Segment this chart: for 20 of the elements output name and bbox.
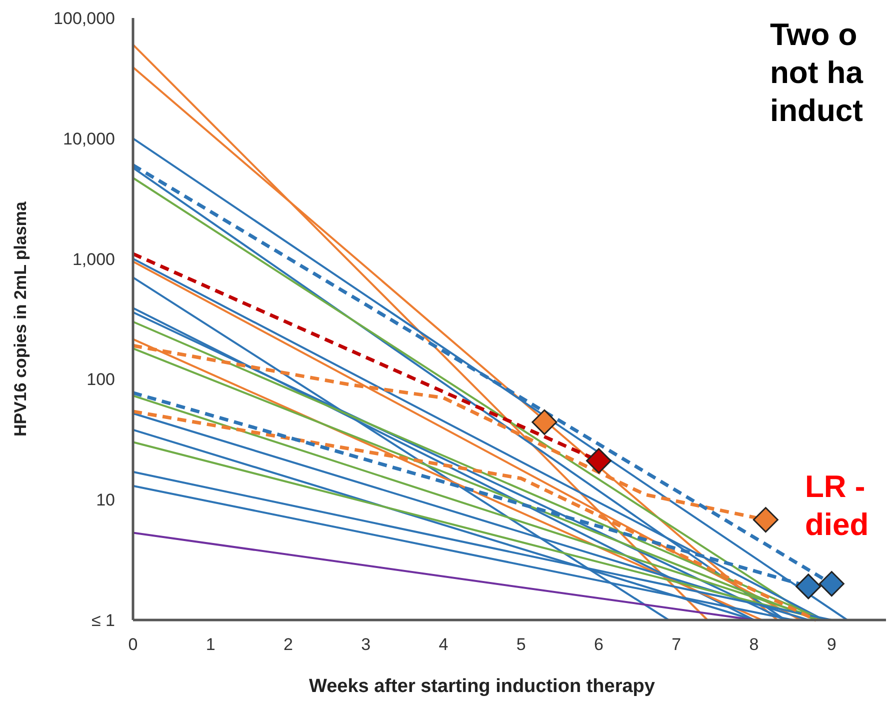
- x-tick-label: 0: [128, 635, 138, 654]
- y-tick-label: 10,000: [63, 129, 115, 148]
- annotation: Two o not ha induct: [770, 17, 864, 128]
- x-tick-label: 8: [749, 635, 759, 654]
- x-tick-label: 6: [594, 635, 604, 654]
- x-tick-label: 2: [284, 635, 293, 654]
- x-tick-label: 1: [206, 635, 216, 654]
- x-axis-title: Weeks after starting induction therapy: [309, 676, 656, 697]
- y-tick-label: ≤ 1: [91, 611, 115, 630]
- x-tick-label: 5: [516, 635, 526, 654]
- x-tick-label: 4: [438, 635, 448, 654]
- y-tick-label: 1,000: [72, 250, 115, 269]
- annotation: LR - died: [805, 469, 869, 542]
- y-tick-label: 10: [96, 490, 115, 510]
- y-tick-label: 100,000: [54, 9, 115, 28]
- x-tick-label: 9: [826, 635, 836, 654]
- y-axis-title: HPV16 copies in 2mL plasma: [11, 200, 30, 436]
- x-tick-label: 3: [361, 635, 371, 654]
- x-tick-label: 7: [672, 635, 682, 654]
- y-tick-label: 100: [86, 370, 115, 390]
